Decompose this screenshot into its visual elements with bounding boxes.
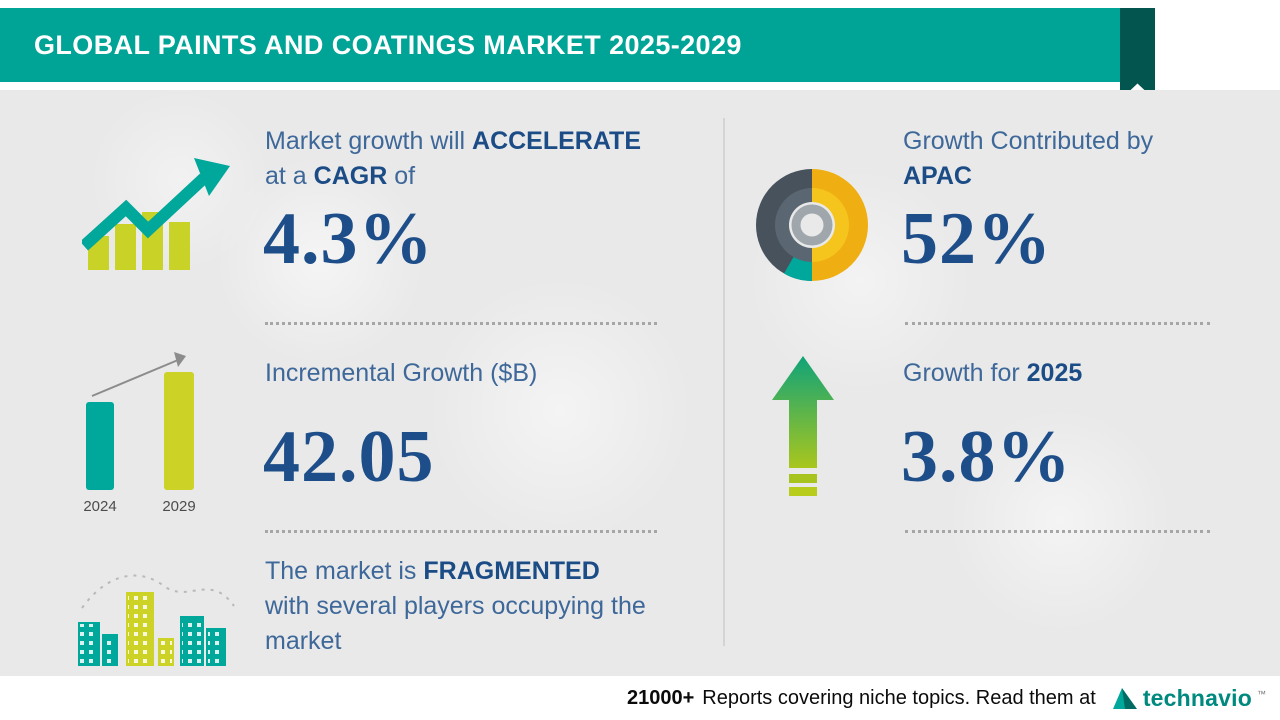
content-area: 2024 2029 — [0, 90, 1280, 676]
cagr-text-accelerate: ACCELERATE — [472, 127, 641, 155]
dotted-divider — [265, 530, 657, 533]
technavio-wordmark: technavio — [1142, 684, 1252, 711]
cagr-text-at-a: at a — [265, 162, 307, 190]
donut-chart-icon — [756, 169, 868, 281]
apac-statement: Growth Contributed by APAC — [903, 124, 1153, 194]
frag-text-pre: The market is — [265, 557, 417, 585]
page-title: GLOBAL PAINTS AND COATINGS MARKET 2025-2… — [34, 29, 742, 60]
cagr-text-cagr: CAGR — [313, 162, 388, 190]
city-buildings-icon — [78, 574, 235, 666]
footer-message: Reports covering niche topics. Read them… — [702, 686, 1096, 709]
fragmentation-statement: The market is FRAGMENTED with several pla… — [265, 554, 700, 659]
ribbon-fold — [1120, 8, 1155, 100]
header-banner: GLOBAL PAINTS AND COATINGS MARKET 2025-2… — [0, 8, 1154, 82]
footer-bar: 21000+ Reports covering niche topics. Re… — [0, 676, 1280, 720]
end-year-label: 2029 — [162, 498, 196, 515]
line-chart-up-icon — [79, 158, 232, 278]
dotted-divider — [905, 322, 1210, 325]
vertical-divider — [723, 118, 725, 646]
apac-text-bold: APAC — [903, 162, 972, 190]
apac-text-line1: Growth Contributed by — [903, 127, 1154, 155]
apac-value: 52% — [901, 198, 1052, 280]
dotted-divider — [265, 322, 657, 325]
technavio-logo[interactable]: technavio ™ — [1112, 685, 1266, 712]
up-arrow-icon — [772, 356, 834, 496]
trademark-symbol: ™ — [1257, 688, 1266, 699]
cagr-text-of: of — [394, 162, 416, 190]
growth-2025-label: Growth for 2025 — [903, 356, 1082, 391]
dotted-divider — [905, 530, 1210, 533]
up-arrow-icon — [770, 356, 836, 506]
frag-text-post: with several players occupying the marke… — [265, 592, 646, 655]
growth-2025-value: 3.8% — [901, 416, 1072, 498]
technavio-logo-icon — [1112, 688, 1137, 709]
start-year-label: 2024 — [83, 498, 117, 515]
bar-growth-icon — [86, 352, 194, 490]
incremental-growth-value: 42.05 — [263, 416, 435, 498]
frag-text-fragmented: FRAGMENTED — [423, 557, 600, 585]
city-buildings-icon — [78, 558, 238, 675]
cagr-text-regular: Market growth will — [265, 127, 466, 155]
report-count: 21000+ — [626, 686, 695, 709]
donut-chart-icon — [753, 166, 871, 289]
line-chart-up-icon — [79, 158, 230, 270]
growth-2025-year: 2025 — [1026, 359, 1083, 387]
growth-2025-text: Growth for — [903, 359, 1020, 387]
cagr-statement: Market growth will ACCELERATE at a CAGR o… — [265, 124, 641, 194]
incremental-growth-label: Incremental Growth ($B) — [265, 359, 538, 387]
cagr-value: 4.3% — [263, 198, 434, 280]
bar-growth-2024-2029-icon: 2024 2029 — [83, 352, 198, 515]
